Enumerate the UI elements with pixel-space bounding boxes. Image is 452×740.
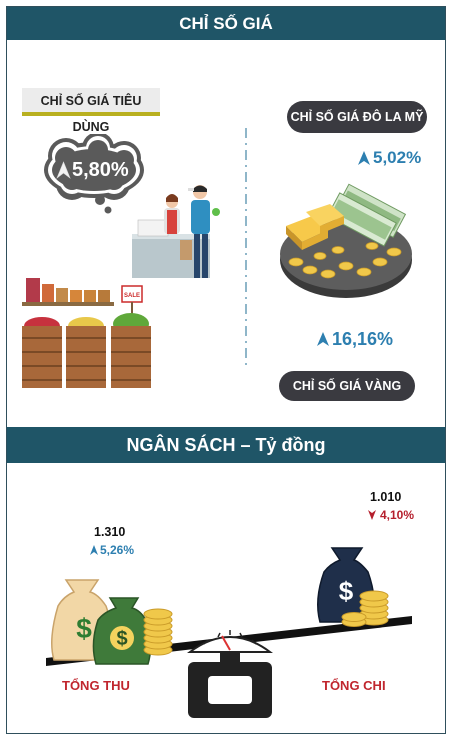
- arrow-down-icon: [368, 510, 376, 520]
- arrow-up-icon: [56, 161, 71, 179]
- spending-amount: 1.010: [370, 490, 402, 504]
- revenue-change: 5,26%: [100, 543, 135, 557]
- spending-change: 4,10%: [380, 508, 415, 522]
- shop-counter-illustration: [132, 185, 220, 278]
- cpi-label: CHỈ SỐ GIÁ TIÊU DÙNG: [22, 88, 160, 134]
- usd-index-value: 5,02%: [373, 148, 422, 167]
- section-divider: [245, 128, 247, 370]
- thought-cloud-icon: [44, 134, 144, 214]
- gold-index-value: 16,16%: [332, 329, 394, 349]
- fruit-crates-illustration: SALE: [22, 278, 151, 388]
- revenue-amount: 1.310: [94, 525, 126, 539]
- svg-text:$: $: [339, 576, 354, 606]
- spending-label: TỔNG CHI: [322, 678, 386, 693]
- arrow-up-icon: [317, 332, 329, 346]
- svg-text:SALE: SALE: [124, 293, 140, 299]
- arrow-up-icon: [90, 545, 98, 555]
- usd-index-label: CHỈ SỐ GIÁ ĐÔ LA MỸ: [287, 101, 427, 133]
- svg-text:$: $: [116, 628, 127, 650]
- price-index-header: CHỈ SỐ GIÁ: [7, 7, 445, 40]
- gold-index-label: CHỈ SỐ GIÁ VÀNG: [279, 371, 415, 401]
- svg-text:$: $: [76, 613, 92, 644]
- cpi-value: 5,80%: [72, 159, 129, 181]
- budget-scale-illustration: $ $ $: [46, 547, 412, 718]
- budget-header: NGÂN SÁCH – Tỷ đồng: [7, 427, 445, 463]
- infographic-frame: [6, 6, 446, 734]
- gold-and-money-illustration: [280, 183, 412, 298]
- revenue-label: TỔNG THU: [62, 678, 130, 693]
- arrow-up-icon: [358, 151, 370, 165]
